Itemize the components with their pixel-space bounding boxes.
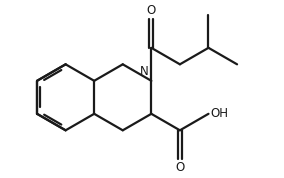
Text: N: N	[140, 65, 149, 78]
Text: OH: OH	[211, 107, 229, 120]
Text: O: O	[147, 4, 156, 17]
Text: O: O	[175, 161, 185, 174]
